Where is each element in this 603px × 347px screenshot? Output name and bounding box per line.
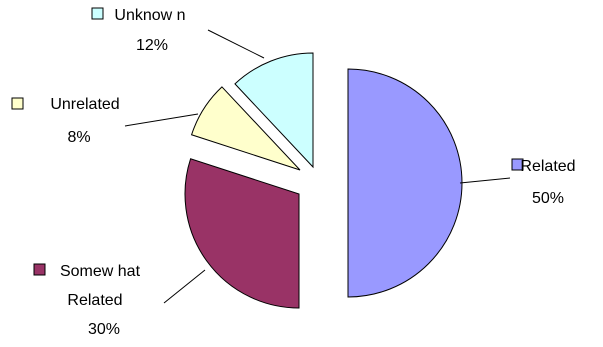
legend-key-unknow-n xyxy=(91,7,104,20)
pie-slice-related xyxy=(347,68,463,298)
pie-slice-unknow-n xyxy=(234,52,314,169)
legend-key-related xyxy=(511,158,524,171)
percent-label-somew-hat-related: 30% xyxy=(88,321,120,338)
pie-slice-somew-hat-related xyxy=(184,158,300,309)
leader-line-unrelated xyxy=(124,113,199,127)
leader-line-unknow-n xyxy=(207,29,265,59)
data-label-somew-hat-related-line-2: Related xyxy=(67,292,122,309)
percent-label-unknow-n: 12% xyxy=(136,37,168,54)
legend-key-somew-hat-related xyxy=(33,263,46,276)
data-label-unrelated: Unrelated xyxy=(50,96,119,113)
data-label-related: Related xyxy=(520,158,575,175)
data-label-somew-hat-related-line-1: Somew hat xyxy=(60,263,141,280)
percent-label-related: 50% xyxy=(532,190,564,207)
leader-line-somew-hat-related xyxy=(163,269,206,304)
pie-slice-unrelated xyxy=(190,86,301,171)
data-label-unknow-n: Unknow n xyxy=(114,7,185,24)
percent-label-unrelated: 8% xyxy=(67,129,90,146)
legend-key-unrelated xyxy=(11,97,24,110)
leader-line-related xyxy=(459,177,511,184)
